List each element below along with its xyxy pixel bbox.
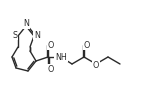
Text: O: O (93, 61, 99, 71)
Text: NH: NH (55, 52, 67, 61)
Text: N: N (23, 20, 29, 29)
Text: O: O (48, 40, 54, 49)
Text: N: N (34, 30, 40, 40)
Text: O: O (48, 64, 54, 74)
Text: S: S (12, 30, 18, 40)
Text: O: O (84, 40, 90, 49)
